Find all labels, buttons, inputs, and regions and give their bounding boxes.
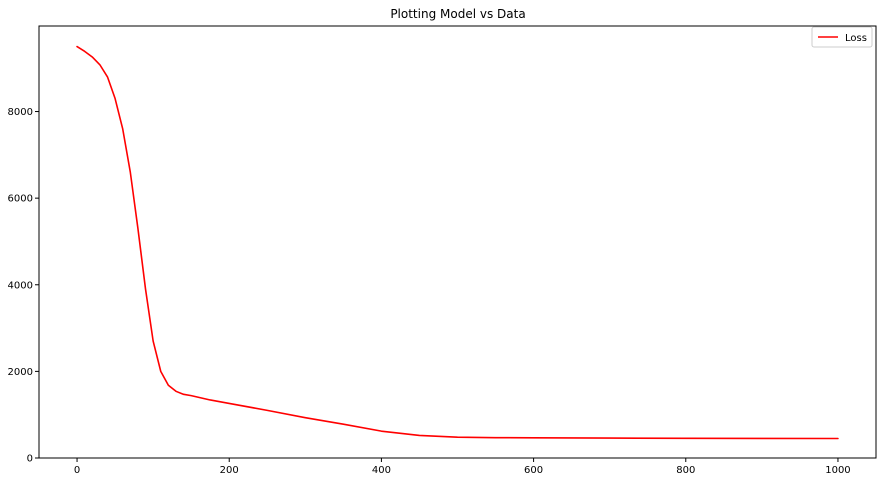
x-tick-label: 0 — [74, 465, 80, 476]
x-tick-label: 600 — [524, 465, 543, 476]
chart-title: Plotting Model vs Data — [390, 7, 525, 21]
legend-box — [811, 26, 873, 48]
x-tick-label: 200 — [220, 465, 239, 476]
y-axis: 0 2000 4000 6000 8000 — [8, 107, 39, 465]
y-tick-label: 0 — [27, 454, 33, 465]
y-tick-label: 6000 — [8, 194, 33, 205]
legend-label-loss: Loss — [845, 33, 867, 44]
x-tick-label: 1000 — [825, 465, 850, 476]
y-tick-label: 2000 — [8, 367, 33, 378]
y-tick-label: 8000 — [8, 107, 33, 118]
series-line-loss — [76, 45, 839, 440]
y-tick-label: 4000 — [8, 280, 33, 291]
x-axis: 0 200 400 600 800 1000 — [74, 458, 851, 476]
series-layer — [76, 45, 839, 440]
legend[interactable]: Loss — [811, 26, 873, 48]
x-tick-label: 800 — [676, 465, 695, 476]
x-tick-label: 400 — [372, 465, 391, 476]
plot-frame — [38, 25, 877, 459]
